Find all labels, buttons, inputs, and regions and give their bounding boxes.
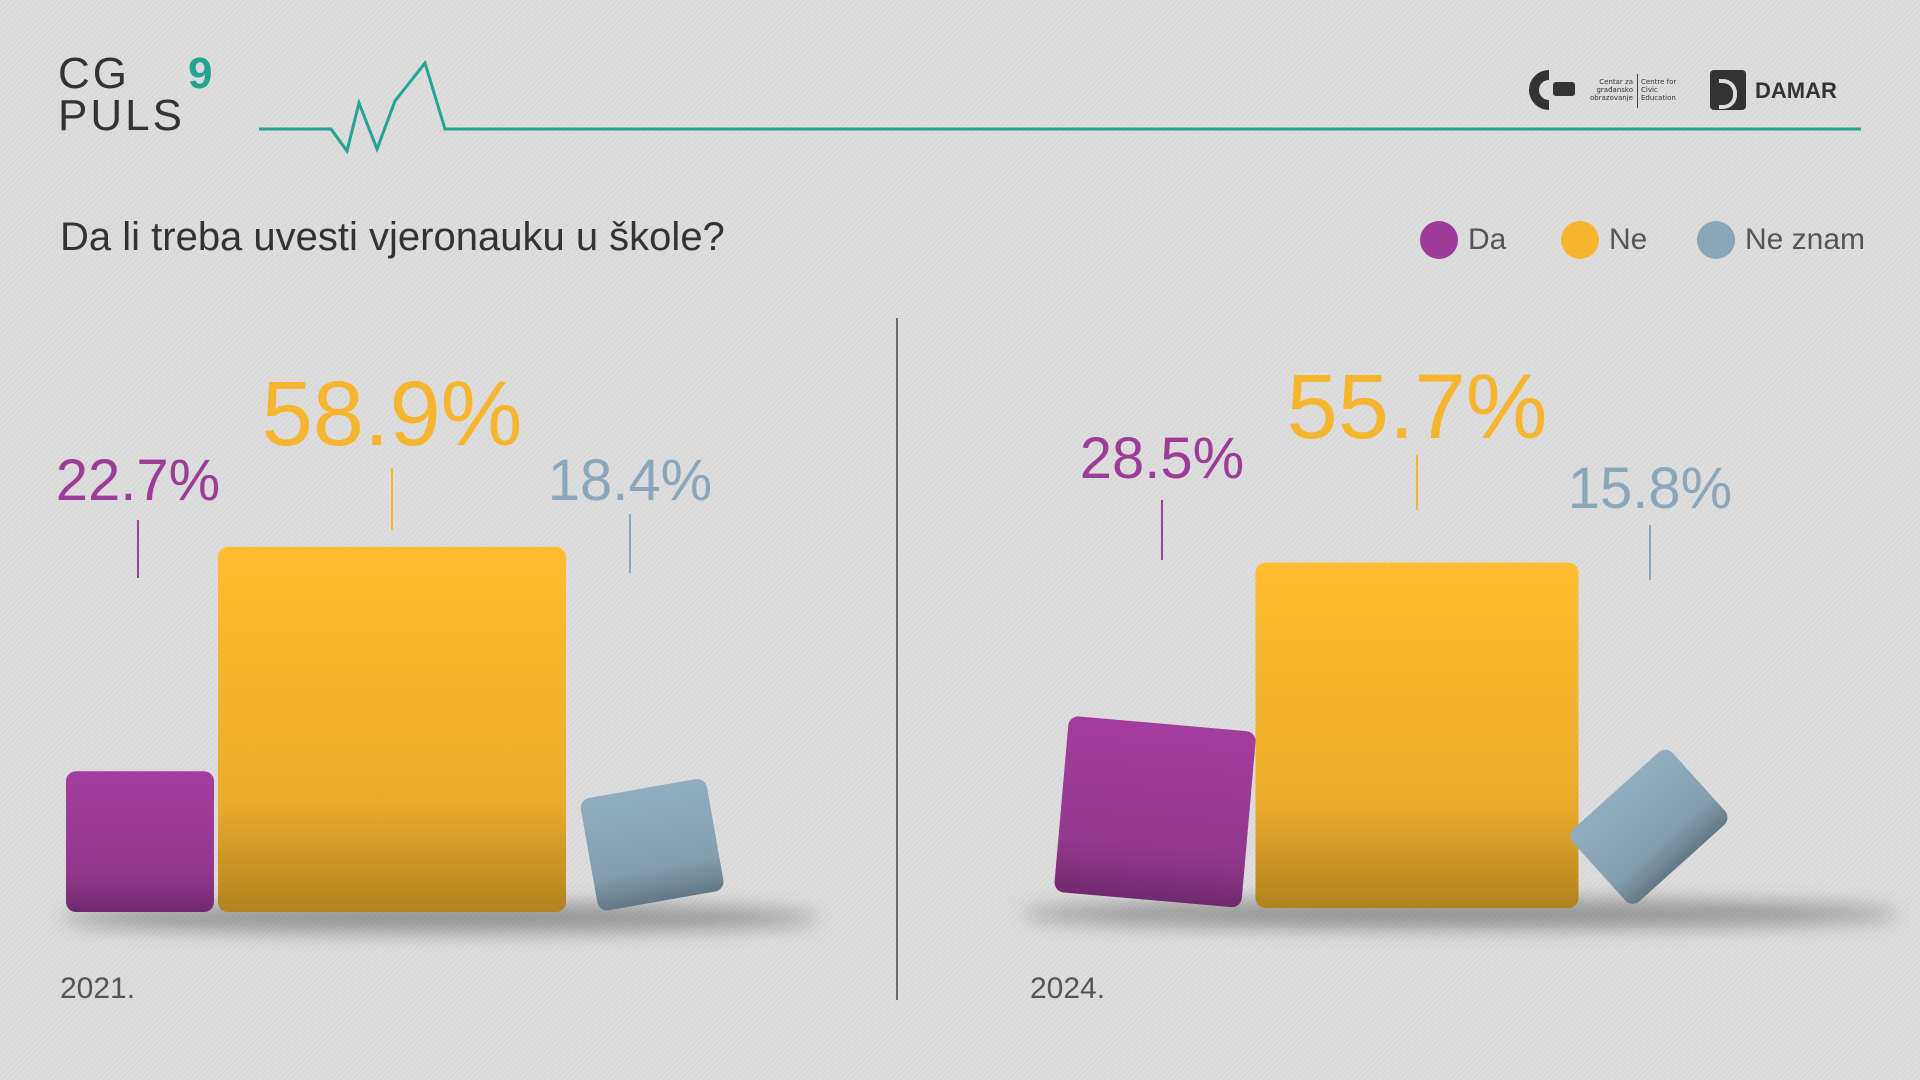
legend-swatch-da <box>1420 221 1458 259</box>
legend-label-ne: Ne <box>1609 223 1648 256</box>
bar-da-2024 <box>1054 716 1256 908</box>
damar-logo-text: DAMAR <box>1755 78 1837 103</box>
value-label-ne-2021: 58.9% <box>262 363 523 465</box>
chart-title: Da li treba uvesti vjeronauku u škole? <box>60 215 725 259</box>
value-label-da-2021: 22.7% <box>56 448 220 513</box>
cce-logo-icon <box>1529 70 1575 110</box>
cg-puls-logo: CG 9 PULS <box>58 49 248 140</box>
legend-item-ne: Ne <box>1561 220 1647 260</box>
bar-ne-2021 <box>218 546 566 912</box>
legend-swatch-ne <box>1561 221 1599 259</box>
legend-item-da: Da <box>1420 220 1506 260</box>
bar-ne-znam-2024 <box>1570 749 1728 904</box>
bar-ne-2024 <box>1255 562 1579 908</box>
bar-ne-znam-2021 <box>580 779 724 911</box>
bar-da-2021 <box>66 771 214 912</box>
logo-puls: PULS <box>58 91 185 140</box>
damar-logo-icon <box>1710 70 1746 110</box>
legend-item-ne-znam: Ne znam <box>1697 220 1865 260</box>
cce-name-local: Centar za građansko obrazovanje <box>1590 78 1633 102</box>
chart-panel-2024: 28.5% 55.7% 15.8% 2024. <box>1020 356 1900 1005</box>
logo-cg: CG <box>58 49 130 98</box>
value-label-ne-2024: 55.7% <box>1287 356 1548 458</box>
floor-shadow-2024 <box>1020 900 1900 928</box>
legend-label-da: Da <box>1468 223 1507 256</box>
cce-divider <box>1637 74 1638 108</box>
chart-panel-2021: 22.7% 58.9% 18.4% 2021. <box>56 363 820 1005</box>
value-label-ne-znam-2024: 15.8% <box>1568 456 1732 521</box>
logo-number: 9 <box>188 49 216 98</box>
year-label-2021: 2021. <box>60 972 135 1005</box>
value-label-da-2024: 28.5% <box>1080 426 1244 491</box>
value-label-ne-znam-2021: 18.4% <box>548 448 712 513</box>
panel-divider <box>896 318 898 1000</box>
year-label-2024: 2024. <box>1030 972 1105 1005</box>
heartbeat-line <box>259 59 1861 155</box>
legend-swatch-ne-znam <box>1697 221 1735 259</box>
legend-label-ne-znam: Ne znam <box>1745 223 1866 256</box>
cce-name-english: Centre for Civic Education <box>1641 78 1677 102</box>
